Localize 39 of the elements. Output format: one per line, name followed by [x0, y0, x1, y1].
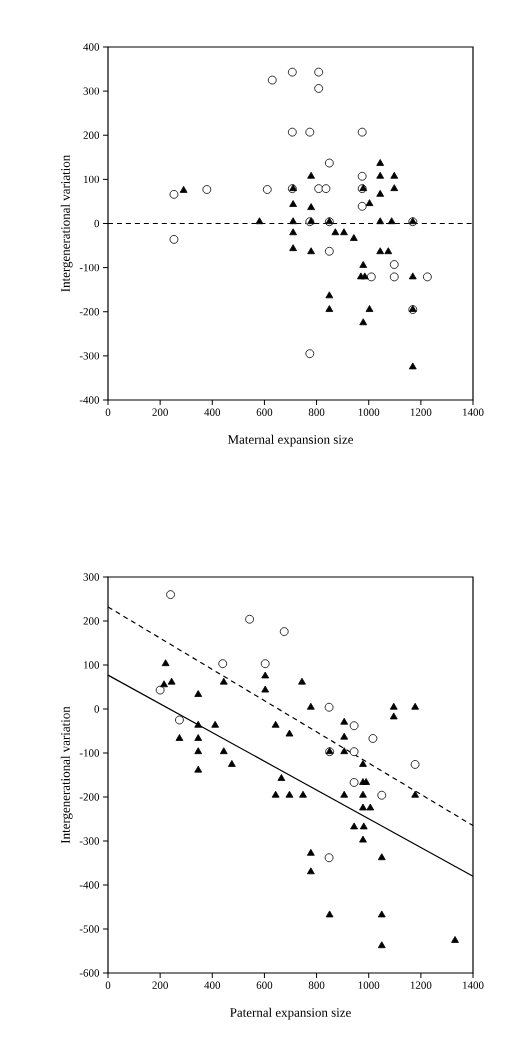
y-axis-title: Intergenerational variation — [60, 154, 73, 292]
y-tick-label: 100 — [84, 175, 100, 184]
x-tick-label: 400 — [204, 981, 221, 989]
x-tick-label: 1000 — [358, 981, 380, 989]
y-tick-label: 400 — [83, 43, 100, 51]
y-axis-title: Intergenerational variation — [60, 706, 73, 844]
y-tick-label: 200 — [83, 131, 100, 139]
y-tick-label: 0 — [94, 705, 100, 713]
y-tick-label: -400 — [79, 396, 100, 404]
x-axis-title: Paternal expansion size — [230, 1007, 351, 1020]
x-tick-label: 800 — [308, 408, 325, 416]
x-tick-label: 0 — [105, 981, 111, 989]
y-tick-label: -300 — [79, 837, 100, 845]
x-tick-label: 600 — [256, 981, 273, 989]
x-tick-label: 0 — [105, 408, 111, 416]
x-tick-label: 1000 — [358, 408, 380, 416]
y-tick-label: -500 — [79, 925, 100, 933]
y-tick-label: -600 — [79, 969, 100, 977]
x-tick-label: 1400 — [463, 981, 484, 989]
x-axis-title: Maternal expansion size — [227, 434, 353, 447]
y-tick-label: -200 — [79, 793, 100, 801]
x-tick-label: 1400 — [463, 408, 484, 416]
x-tick-label: 200 — [152, 981, 168, 989]
x-tick-label: 1200 — [410, 981, 432, 989]
y-tick-label: -400 — [79, 881, 100, 889]
y-tick-label: -100 — [79, 749, 100, 757]
x-tick-label: 800 — [308, 981, 325, 989]
y-tick-label: 300 — [83, 573, 100, 581]
y-tick-label: 0 — [94, 219, 100, 228]
y-tick-label: -100 — [79, 263, 100, 272]
y-tick-label: 200 — [83, 617, 100, 625]
x-tick-label: 600 — [256, 408, 273, 416]
x-tick-label: 400 — [204, 408, 221, 416]
x-tick-label: 200 — [152, 408, 168, 416]
y-tick-label: -200 — [79, 308, 100, 316]
x-tick-label: 1200 — [410, 408, 432, 416]
y-tick-label: -300 — [79, 352, 100, 360]
y-tick-label: 100 — [84, 661, 100, 669]
y-tick-label: 300 — [83, 87, 100, 95]
